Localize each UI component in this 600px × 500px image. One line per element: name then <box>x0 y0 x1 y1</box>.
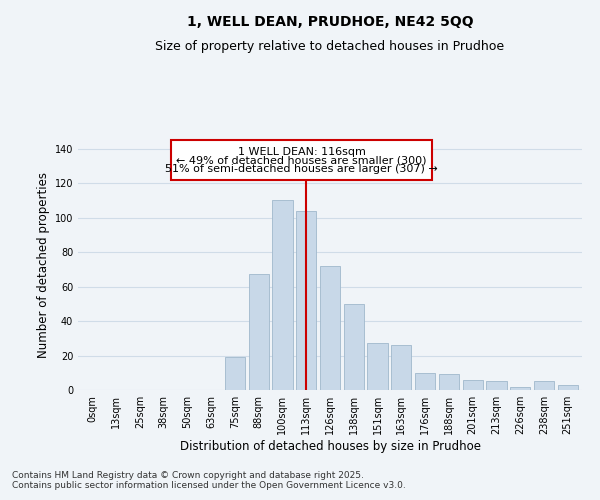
Text: 1, WELL DEAN, PRUDHOE, NE42 5QQ: 1, WELL DEAN, PRUDHOE, NE42 5QQ <box>187 15 473 29</box>
Text: 1 WELL DEAN: 116sqm: 1 WELL DEAN: 116sqm <box>238 147 365 157</box>
Text: 51% of semi-detached houses are larger (307) →: 51% of semi-detached houses are larger (… <box>165 164 438 174</box>
Bar <box>391 345 412 390</box>
Bar <box>557 385 578 390</box>
Bar <box>225 357 245 390</box>
Bar <box>272 200 293 390</box>
Bar <box>296 210 316 390</box>
Bar <box>534 382 554 390</box>
Bar <box>439 374 459 390</box>
Bar <box>248 274 269 390</box>
Bar <box>320 266 340 390</box>
Text: Size of property relative to detached houses in Prudhoe: Size of property relative to detached ho… <box>155 40 505 53</box>
Text: ← 49% of detached houses are smaller (300): ← 49% of detached houses are smaller (30… <box>176 156 427 166</box>
X-axis label: Distribution of detached houses by size in Prudhoe: Distribution of detached houses by size … <box>179 440 481 453</box>
Bar <box>487 382 506 390</box>
Bar <box>367 344 388 390</box>
Bar <box>171 140 432 179</box>
Bar <box>510 386 530 390</box>
Bar <box>463 380 483 390</box>
Y-axis label: Number of detached properties: Number of detached properties <box>37 172 50 358</box>
Bar <box>415 373 435 390</box>
Text: Contains HM Land Registry data © Crown copyright and database right 2025.
Contai: Contains HM Land Registry data © Crown c… <box>12 470 406 490</box>
Bar <box>344 304 364 390</box>
